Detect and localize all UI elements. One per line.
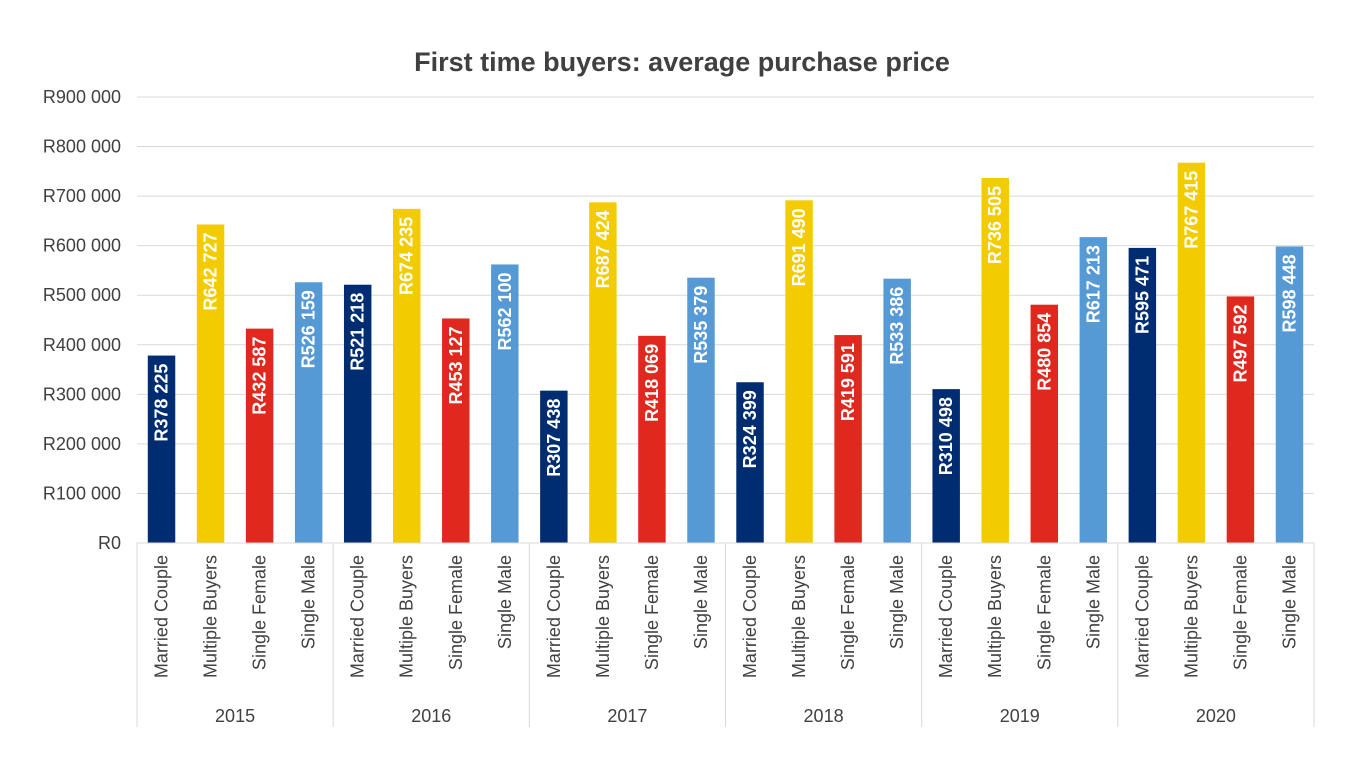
x-group-label: 2018 [804, 706, 844, 726]
x-category-label: Married Couple [1132, 555, 1152, 678]
data-label: R767 415 [1181, 171, 1201, 249]
bar [491, 264, 519, 543]
data-label: R535 379 [691, 286, 711, 364]
bar [343, 284, 372, 543]
bar [540, 390, 568, 543]
bar [1030, 304, 1059, 543]
bar [1079, 237, 1108, 544]
x-category-label: Single Female [838, 555, 858, 670]
x-category-label: Multiple Buyers [789, 555, 809, 678]
bar [932, 389, 960, 543]
x-group-label: 2015 [215, 706, 255, 726]
data-label: R378 225 [152, 364, 172, 442]
bar [196, 224, 225, 544]
x-category-label: Multiple Buyers [593, 555, 613, 678]
x-category-label: Single Male [1083, 555, 1103, 649]
bar [1128, 247, 1157, 543]
x-category-label: Single Female [1034, 555, 1054, 670]
bar [883, 278, 911, 543]
y-tick-label: R500 000 [43, 285, 121, 305]
x-group-label: 2020 [1196, 706, 1236, 726]
bar [442, 318, 470, 543]
x-category-label: Single Male [691, 555, 711, 649]
y-tick-label: R0 [98, 533, 121, 553]
y-tick-label: R100 000 [43, 483, 121, 503]
bars [147, 162, 1304, 544]
bar [981, 178, 1009, 543]
x-category-label: Single Female [250, 555, 270, 670]
y-tick-label: R200 000 [43, 434, 121, 454]
x-category-label: Single Female [1230, 555, 1250, 670]
data-label: R307 438 [544, 399, 564, 477]
bar [294, 282, 323, 543]
bar [1226, 296, 1255, 543]
data-labels: R378 225 R642 727 R432 587 R526 159 R521 218… [152, 171, 1300, 477]
bar [736, 382, 764, 543]
x-category-label: Single Male [495, 555, 515, 649]
data-label: R642 727 [201, 232, 221, 310]
data-label: R497 592 [1230, 304, 1250, 382]
data-label: R687 424 [593, 210, 613, 288]
bar [147, 355, 176, 543]
x-category-label: Single Female [642, 555, 662, 670]
bar [589, 202, 617, 544]
bar [392, 208, 421, 544]
data-label: R526 159 [299, 290, 319, 368]
y-tick-label: R300 000 [43, 384, 121, 404]
x-category-label: Married Couple [152, 555, 172, 678]
x-category-label: Married Couple [936, 555, 956, 678]
x-category-label: Multiple Buyers [201, 555, 221, 678]
x-group-label: 2019 [1000, 706, 1040, 726]
y-tick-label: R700 000 [43, 186, 121, 206]
x-category-label: Multiple Buyers [397, 555, 417, 678]
bar [1177, 162, 1206, 543]
gridlines [137, 96, 1314, 544]
data-label: R480 854 [1034, 313, 1054, 391]
x-axis: 2015 Married Couple Multiple Buyers Single … [136, 542, 1315, 727]
x-category-label: Married Couple [544, 555, 564, 678]
x-category-label: Single Female [446, 555, 466, 670]
bar [245, 328, 274, 543]
y-tick-label: R900 000 [43, 87, 121, 107]
bar [687, 277, 715, 543]
data-label: R418 069 [642, 344, 662, 422]
chart-title: First time buyers: average purchase pric… [414, 47, 950, 77]
x-group-label: 2016 [411, 706, 451, 726]
x-category-label: Married Couple [740, 555, 760, 678]
bar [638, 335, 666, 543]
data-label: R736 505 [985, 186, 1005, 264]
x-category-label: Multiple Buyers [1181, 555, 1201, 678]
data-label: R674 235 [397, 217, 417, 295]
y-tick-label: R800 000 [43, 137, 121, 157]
x-category-label: Multiple Buyers [985, 555, 1005, 678]
data-label: R691 490 [789, 208, 809, 286]
y-tick-label: R600 000 [43, 236, 121, 256]
data-label: R595 471 [1132, 256, 1152, 334]
x-category-label: Single Male [887, 555, 907, 649]
data-label: R598 448 [1279, 254, 1299, 332]
data-label: R562 100 [495, 272, 515, 350]
bar [1275, 246, 1304, 543]
data-label: R310 498 [936, 397, 956, 475]
bar [834, 335, 862, 543]
data-label: R453 127 [446, 326, 466, 404]
bar [785, 200, 813, 543]
data-label: R419 591 [838, 343, 858, 421]
x-category-label: Single Male [299, 555, 319, 649]
x-group-label: 2017 [607, 706, 647, 726]
data-label: R324 399 [740, 390, 760, 468]
y-axis-tick-labels: R0 R100 000 R200 000 R300 000 R400 000 R500 0… [43, 87, 121, 553]
data-label: R533 386 [887, 287, 907, 365]
data-label: R521 218 [348, 293, 368, 371]
x-category-label: Married Couple [348, 555, 368, 678]
data-label: R617 213 [1083, 245, 1103, 323]
y-tick-label: R400 000 [43, 335, 121, 355]
x-category-label: Single Male [1279, 555, 1299, 649]
data-label: R432 587 [250, 337, 270, 415]
